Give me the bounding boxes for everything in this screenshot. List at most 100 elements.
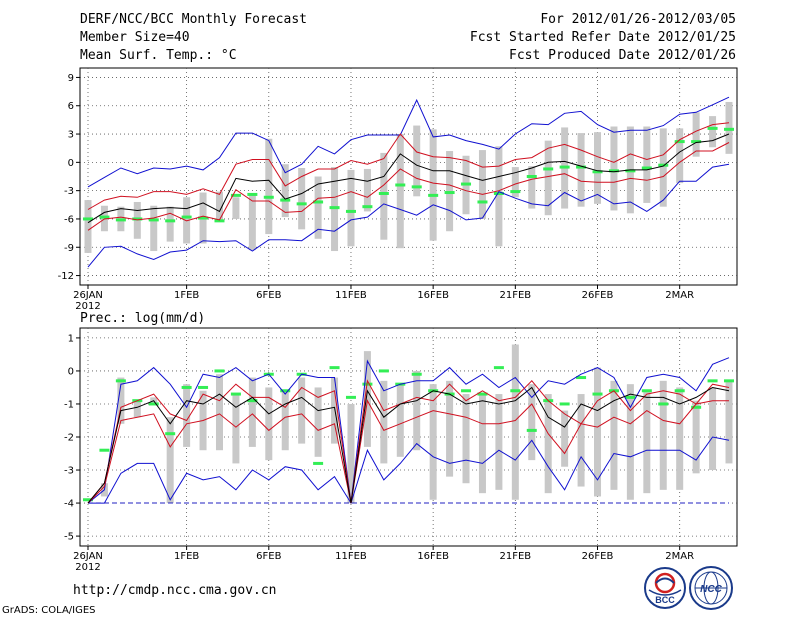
prec-climatology-mark (280, 389, 291, 393)
temp-spread-box (610, 126, 618, 211)
prec-max-line (87, 357, 730, 504)
prec-climatology-mark (724, 379, 734, 383)
temp-climatology-mark (543, 167, 554, 171)
prec-climatology-mark (329, 366, 340, 370)
prec-climatology-mark (461, 389, 472, 393)
temp-ytick-label: -12 (58, 271, 74, 282)
prec-climatology-mark (83, 498, 93, 502)
temp-ytick-label: -3 (64, 186, 74, 197)
temp-ytick-label: -9 (64, 243, 74, 254)
temp-climatology-mark (477, 200, 488, 204)
temp-spread-box (709, 116, 717, 148)
temp-lower-quartile-line (87, 142, 730, 231)
temp-year-label: 2012 (75, 301, 100, 312)
temp-spread-box (314, 176, 322, 239)
temp-ytick-label: 6 (68, 101, 74, 112)
prec-spread-box (298, 377, 306, 444)
temp-climatology-mark (510, 190, 521, 194)
temp-climatology-mark (608, 169, 619, 173)
prec-climatology-mark (674, 389, 685, 393)
temp-spread-box (166, 206, 174, 242)
prec-spread-box (676, 387, 684, 490)
prec-spread-box (215, 374, 223, 451)
prec-spread-box (462, 394, 470, 484)
prec-climatology-mark (592, 392, 603, 396)
temp-spread-box (413, 125, 421, 197)
prec-spread-box (331, 377, 339, 444)
prec-spread-box (725, 380, 733, 464)
temp-spread-box (265, 138, 273, 235)
prec-climatology-mark (247, 399, 258, 403)
temp-ytick-label: 3 (68, 130, 74, 141)
temp-ytick-label: 9 (68, 73, 74, 84)
prec-spread-box (232, 394, 240, 464)
prec-year-label: 2012 (75, 562, 100, 573)
prec-spread-box (643, 390, 651, 494)
prec-climatology-mark (148, 402, 159, 406)
prec-climatology-mark (526, 428, 537, 432)
source-url[interactable]: http://cmdp.ncc.cma.gov.cn (73, 583, 277, 598)
prec-spread-box (709, 387, 717, 471)
temp-xtick-label: 1FEB (174, 290, 199, 301)
prec-xtick-label: 11FEB (335, 551, 367, 562)
prec-xtick-label: 6FEB (256, 551, 281, 562)
prec-spread-box (528, 384, 536, 461)
prec-spread-box (478, 394, 486, 494)
prec-spread-box (544, 394, 552, 494)
temp-climatology-mark (165, 219, 176, 223)
prec-lower-quartile-line (87, 399, 729, 504)
temp-xtick-label: 11FEB (335, 290, 367, 301)
temp-spread-box (84, 200, 92, 253)
prec-climatology-mark (345, 395, 356, 399)
temp-xtick-label: 2MAR (665, 290, 694, 301)
temp-climatology-mark (345, 209, 356, 213)
temp-climatology-mark (576, 165, 587, 169)
prec-spread-box (561, 410, 569, 467)
prec-spread-box (594, 367, 602, 497)
prec-spread-box (610, 380, 618, 490)
temp-climatology-mark (707, 126, 718, 130)
temp-max-line (87, 96, 730, 188)
prec-spread-box (183, 384, 191, 447)
temp-spread-box (380, 152, 388, 240)
temp-climatology-mark (198, 216, 209, 220)
prec-climatology-mark (559, 402, 570, 406)
prec-spread-box (511, 344, 519, 500)
prec-spread-box (659, 380, 667, 490)
prec-min-line (88, 436, 730, 505)
prec-climatology-mark (214, 369, 225, 373)
temp-spread-box (594, 132, 602, 204)
prec-climatology-mark (707, 379, 718, 383)
prec-climatology-mark (378, 369, 389, 373)
ncc-logo-text: NCC (700, 584, 722, 595)
temp-climatology-mark (263, 195, 274, 199)
temp-spread-box (659, 128, 667, 207)
prec-climatology-mark (658, 402, 669, 406)
temp-spread-box (215, 191, 223, 220)
temp-xtick-label: 21FEB (500, 290, 532, 301)
temp-spread-box (396, 134, 404, 249)
prec-climatology-mark (115, 379, 126, 383)
temp-spread-box (692, 112, 700, 157)
temp-climatology-mark (99, 215, 110, 219)
temp-spread-box (544, 140, 552, 216)
prec-spread-box (133, 400, 141, 418)
temp-climatology-mark (181, 215, 192, 219)
prec-spread-box (265, 387, 273, 461)
temp-climatology-mark (132, 217, 143, 221)
variable-label: Mean Surf. Temp.: °C (80, 48, 237, 63)
member-size-label: Member Size=40 (80, 30, 190, 45)
temp-climatology-mark (280, 198, 291, 202)
temp-spread-box (150, 205, 158, 252)
temp-climatology-mark (329, 206, 340, 210)
bcc-logo-text: BCC (655, 595, 675, 605)
prec-climatology-mark (198, 385, 209, 389)
temp-spread-box (363, 168, 371, 212)
prec-spread-box (692, 400, 700, 474)
temp-climatology-mark (148, 218, 159, 222)
temp-spread-box (495, 146, 503, 247)
temp-mean-line (87, 133, 730, 224)
temp-xtick-label: 6FEB (256, 290, 281, 301)
temp-climatology-mark (444, 191, 455, 195)
temp-xtick-label: 26JAN (73, 290, 103, 301)
